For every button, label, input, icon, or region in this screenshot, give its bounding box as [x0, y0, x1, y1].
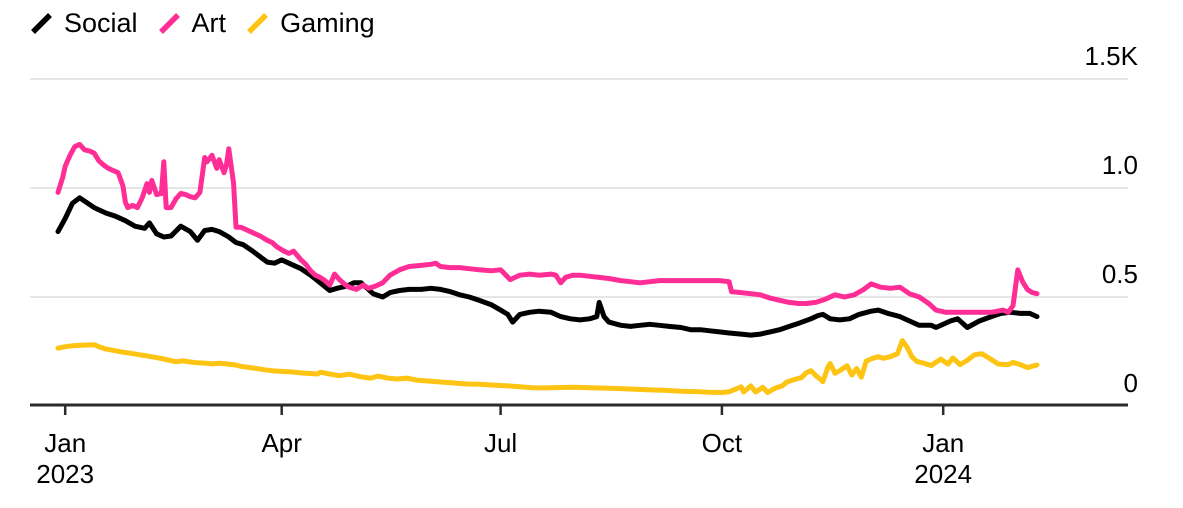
legend-item-art: Art [158, 8, 227, 38]
y-axis-label: 1.5K [1085, 41, 1139, 71]
legend-item-social: Social [30, 8, 138, 38]
gaming-line-swatch-icon [247, 12, 269, 34]
series-line-gaming [55, 338, 1040, 395]
art-line-swatch-icon [158, 12, 180, 34]
y-axis-label: 1.0 [1102, 150, 1138, 180]
x-axis-year-label: 2024 [914, 459, 972, 489]
y-axis-label: 0.5 [1102, 259, 1138, 289]
legend-label-art: Art [191, 8, 227, 38]
series-line-art [55, 141, 1040, 315]
social-line-swatch-icon [31, 12, 52, 34]
x-axis-month-label: Jan [922, 428, 964, 458]
legend-item-gaming: Gaming [246, 8, 375, 38]
legend-label-gaming: Gaming [280, 8, 375, 38]
legend-label-social: Social [64, 8, 138, 38]
x-axis-year-label: 2023 [36, 459, 94, 489]
series-line-social [55, 195, 1040, 338]
x-axis-month-label: Jul [484, 428, 517, 458]
y-axis-label: 0 [1124, 368, 1138, 398]
x-axis-month-label: Oct [702, 428, 743, 458]
chart-legend: Social Art Gaming [30, 8, 375, 38]
x-axis-month-label: Apr [261, 428, 302, 458]
x-axis-month-label: Jan [44, 428, 86, 458]
